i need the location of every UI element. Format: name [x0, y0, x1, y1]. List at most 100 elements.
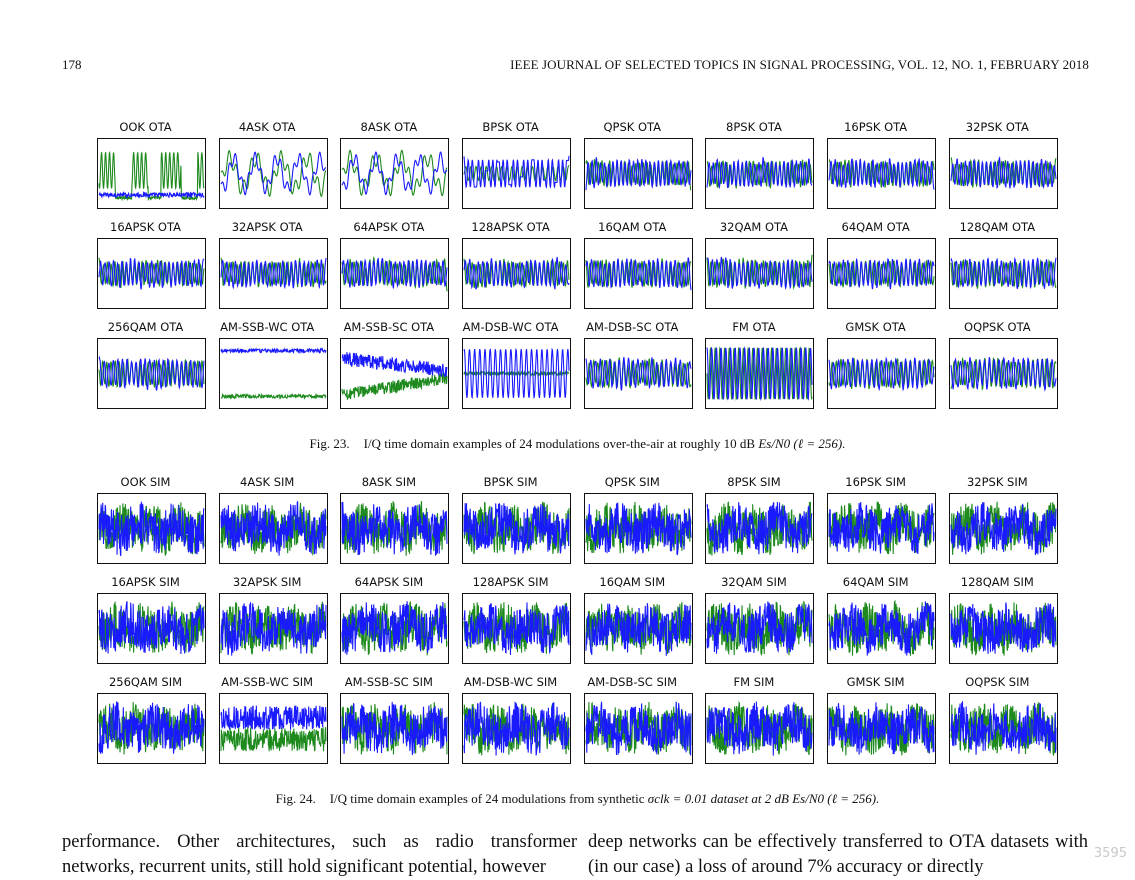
plot-frame [827, 493, 937, 564]
plot-panel: 64APSK SIM [333, 573, 450, 673]
iq-waveform-plot [220, 149, 327, 198]
plot-panel: 256QAM SIM [90, 673, 206, 773]
plot-title: 8ASK SIM [361, 475, 417, 489]
plot-title: 16PSK OTA [844, 120, 908, 134]
i-channel-trace [220, 347, 327, 355]
plot-panel: AM-DSB-WC SIM [455, 673, 572, 773]
plot-frame [583, 138, 693, 209]
plot-panel: GMSK OTA [820, 318, 937, 418]
plot-panel: 128APSK OTA [455, 218, 572, 318]
i-channel-trace [98, 190, 205, 199]
plot-title: 32PSK OTA [965, 120, 1029, 134]
i-channel-trace [706, 701, 813, 756]
plot-frame [218, 693, 328, 764]
plot-panel: AM-DSB-WC OTA [455, 318, 572, 418]
plot-panel: 16QAM OTA [577, 218, 693, 318]
iq-waveform-plot [950, 602, 1057, 656]
plot-title: 16QAM OTA [598, 220, 667, 234]
iq-waveform-plot [98, 257, 205, 290]
figure-24-grid: OOK SIM 4ASK SIM 8ASK SIM BPSK SIM QPSK SIM 8… [90, 473, 1065, 773]
i-channel-trace [950, 156, 1057, 190]
plot-title: 64QAM SIM [842, 575, 909, 589]
i-channel-trace [341, 701, 448, 756]
plot-title: OQPSK SIM [965, 675, 1030, 689]
plot-panel: 32QAM SIM [698, 573, 815, 673]
iq-waveform-plot [828, 257, 935, 290]
plot-panel: 8ASK OTA [333, 118, 450, 218]
iq-waveform-plot [706, 346, 813, 401]
plot-frame [948, 338, 1058, 409]
plot-title: 16QAM SIM [599, 575, 666, 589]
i-channel-trace [341, 601, 448, 655]
i-channel-trace [463, 256, 570, 290]
plot-title: OOK OTA [119, 120, 172, 134]
plot-title: OOK SIM [120, 475, 171, 489]
i-channel-trace [463, 155, 570, 189]
plot-title: AM-DSB-SC SIM [587, 675, 678, 689]
iq-waveform-plot [950, 501, 1057, 556]
plot-panel: 128QAM OTA [942, 218, 1058, 318]
plot-panel: 32QAM OTA [698, 218, 815, 318]
plot-title: AM-SSB-WC OTA [220, 320, 315, 334]
figure-24-caption: Fig. 24. I/Q time domain examples of 24 m… [90, 791, 1065, 807]
plot-title: BPSK OTA [482, 120, 539, 134]
i-channel-trace [706, 601, 813, 654]
plot-panel: AM-SSB-SC SIM [333, 673, 450, 773]
iq-waveform-plot [220, 705, 327, 752]
plot-frame [97, 593, 206, 664]
plot-panel: 64APSK OTA [333, 218, 450, 318]
plot-frame [462, 593, 572, 664]
plot-title: 64QAM OTA [841, 220, 910, 234]
i-channel-trace [98, 601, 205, 655]
plot-panel: 32PSK OTA [942, 118, 1058, 218]
plot-panel: OOK SIM [90, 473, 206, 573]
plot-frame [218, 238, 328, 309]
plot-panel: BPSK SIM [455, 473, 572, 573]
plot-title: 16APSK SIM [111, 575, 180, 589]
plot-frame [462, 138, 572, 209]
figure-24-caption-math: σclk = 0.01 dataset at 2 dB Es/N0 (ℓ = 2… [647, 791, 880, 806]
plot-title: FM OTA [732, 320, 776, 334]
iq-waveform-plot [706, 156, 813, 190]
plot-panel: QPSK OTA [577, 118, 693, 218]
i-channel-trace [585, 603, 692, 656]
plot-panel: 64QAM SIM [820, 573, 937, 673]
plot-frame [948, 138, 1058, 209]
body-right-column: deep networks can be effectively transfe… [588, 832, 1088, 877]
i-channel-trace [220, 257, 327, 290]
plot-panel: 32APSK SIM [212, 573, 328, 673]
figure-23-caption: Fig. 23. I/Q time domain examples of 24 m… [90, 436, 1065, 452]
plot-title: 32APSK OTA [231, 220, 303, 234]
plot-frame [340, 238, 450, 309]
plot-title: 128APSK SIM [472, 575, 549, 589]
i-channel-trace [463, 602, 570, 656]
iq-waveform-plot [341, 149, 448, 197]
plot-frame [340, 693, 450, 764]
i-channel-trace [220, 151, 326, 196]
plot-title: BPSK SIM [483, 475, 538, 489]
plot-title: 16APSK OTA [110, 220, 181, 234]
i-channel-trace [950, 356, 1057, 392]
figure-23-caption-math: Es/N0 (ℓ = 256). [758, 436, 846, 451]
plot-frame [705, 238, 815, 309]
plot-panel: FM SIM [698, 673, 815, 773]
plot-frame [340, 138, 450, 209]
iq-waveform-plot [706, 700, 813, 756]
i-channel-trace [341, 501, 448, 556]
plot-frame [97, 138, 206, 209]
plot-frame [340, 338, 450, 409]
plot-title: 32QAM OTA [719, 220, 789, 234]
i-channel-trace [220, 705, 327, 730]
plot-title: AM-DSB-SC OTA [586, 320, 679, 334]
plot-frame [827, 693, 937, 764]
iq-waveform-plot [828, 356, 935, 392]
plot-panel: 16APSK SIM [90, 573, 206, 673]
plot-frame [827, 593, 937, 664]
plot-title: 128QAM SIM [960, 575, 1034, 589]
plot-title: AM-DSB-WC SIM [463, 675, 558, 689]
plot-panel: 8PSK OTA [698, 118, 815, 218]
plot-title: AM-DSB-WC OTA [462, 320, 559, 334]
plot-title: AM-SSB-WC SIM [221, 675, 314, 689]
i-channel-trace [950, 502, 1057, 556]
plot-title: 32APSK SIM [232, 575, 302, 589]
